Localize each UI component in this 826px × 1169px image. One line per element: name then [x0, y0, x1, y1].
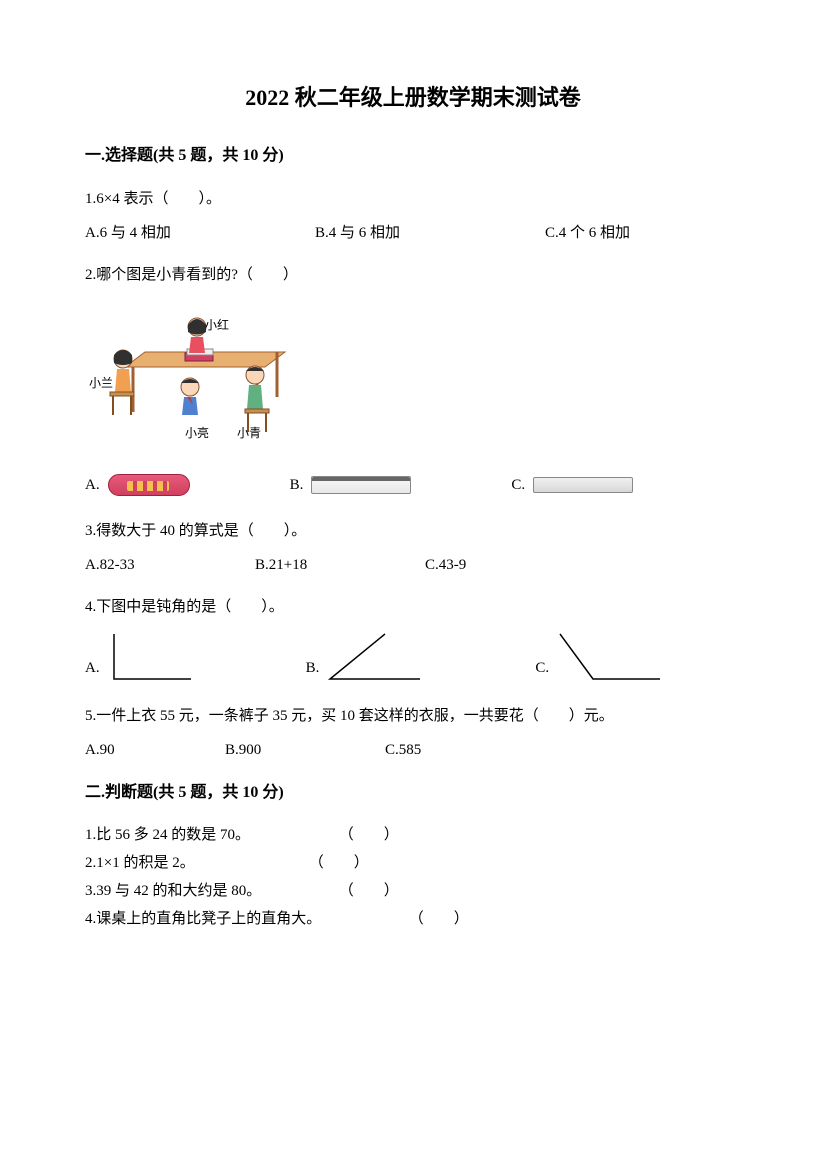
q2-optB: B. — [290, 473, 304, 497]
q3-options: A.82-33 B.21+18 C.43-9 — [85, 553, 741, 577]
q2-optA-wrap: A. — [85, 473, 190, 497]
q4-text: 4.下图中是钝角的是（ ）。 — [85, 595, 741, 619]
q4-optB-wrap: B. — [306, 629, 426, 684]
judge-3: 3.39 与 42 的和大约是 80。 （ ） — [85, 879, 741, 903]
q2-options: A. B. C. — [85, 473, 741, 497]
q4-options: A. B. C. — [85, 629, 741, 684]
j3-text: 3.39 与 42 的和大约是 80。 — [85, 879, 335, 903]
q4-optC-wrap: C. — [535, 629, 665, 684]
q1-options: A.6 与 4 相加 B.4 与 6 相加 C.4 个 6 相加 — [85, 221, 741, 245]
q2-optA: A. — [85, 473, 100, 497]
q2-optB-wrap: B. — [290, 473, 412, 497]
children-table-scene: 小红 小兰 小亮 小青 — [85, 297, 305, 447]
q5-options: A.90 B.900 C.585 — [85, 738, 741, 762]
j1-text: 1.比 56 多 24 的数是 70。 — [85, 823, 335, 847]
q1-optB: B.4 与 6 相加 — [315, 221, 545, 245]
j4-paren: （ ） — [409, 907, 469, 931]
label-xiaolan: 小兰 — [89, 376, 113, 390]
q5-optC: C.585 — [385, 738, 421, 762]
q2-illustration: 小红 小兰 小亮 小青 — [85, 297, 741, 455]
judge-4: 4.课桌上的直角比凳子上的直角大。 （ ） — [85, 907, 741, 931]
j4-text: 4.课桌上的直角比凳子上的直角大。 — [85, 907, 405, 931]
q3-text: 3.得数大于 40 的算式是（ ）。 — [85, 519, 741, 543]
judge-1: 1.比 56 多 24 的数是 70。 （ ） — [85, 823, 741, 847]
q5-optB: B.900 — [225, 738, 385, 762]
label-xiaohong: 小红 — [205, 317, 229, 332]
label-xiaoqing: 小青 — [237, 426, 261, 440]
q3-optB: B.21+18 — [255, 553, 425, 577]
judge-2: 2.1×1 的积是 2。 （ ） — [85, 851, 741, 875]
page-title: 2022 秋二年级上册数学期末测试卷 — [85, 80, 741, 115]
section1-header: 一.选择题(共 5 题，共 10 分) — [85, 143, 741, 169]
q1-text: 1.6×4 表示（ ）。 — [85, 187, 741, 211]
eraser-icon — [108, 474, 190, 496]
acute-angle-icon — [325, 629, 425, 684]
q4-optB: B. — [306, 656, 320, 680]
question-1: 1.6×4 表示（ ）。 A.6 与 4 相加 B.4 与 6 相加 C.4 个… — [85, 187, 741, 245]
j3-paren: （ ） — [339, 879, 399, 903]
question-3: 3.得数大于 40 的算式是（ ）。 A.82-33 B.21+18 C.43-… — [85, 519, 741, 577]
obtuse-angle-icon — [555, 629, 665, 684]
book-side-icon — [311, 476, 411, 494]
j2-text: 2.1×1 的积是 2。 — [85, 851, 305, 875]
book-end-icon — [533, 477, 633, 493]
q4-optC: C. — [535, 656, 549, 680]
q3-optC: C.43-9 — [425, 553, 466, 577]
q5-optA: A.90 — [85, 738, 225, 762]
section2-header: 二.判断题(共 5 题，共 10 分) — [85, 780, 741, 806]
q2-optC-wrap: C. — [511, 473, 633, 497]
right-angle-icon — [106, 629, 196, 684]
q2-text: 2.哪个图是小青看到的?（ ） — [85, 263, 741, 287]
j1-paren: （ ） — [339, 823, 399, 847]
question-2: 2.哪个图是小青看到的?（ ） — [85, 263, 741, 497]
q3-optA: A.82-33 — [85, 553, 255, 577]
j2-paren: （ ） — [309, 851, 369, 875]
question-5: 5.一件上衣 55 元，一条裤子 35 元，买 10 套这样的衣服，一共要花（ … — [85, 704, 741, 762]
q2-optC: C. — [511, 473, 525, 497]
q1-optA: A.6 与 4 相加 — [85, 221, 315, 245]
q1-optC: C.4 个 6 相加 — [545, 221, 630, 245]
q5-text: 5.一件上衣 55 元，一条裤子 35 元，买 10 套这样的衣服，一共要花（ … — [85, 704, 741, 728]
question-4: 4.下图中是钝角的是（ ）。 A. B. C. — [85, 595, 741, 684]
q4-optA: A. — [85, 656, 100, 680]
label-xiaoliang: 小亮 — [185, 425, 209, 440]
q4-optA-wrap: A. — [85, 629, 196, 684]
